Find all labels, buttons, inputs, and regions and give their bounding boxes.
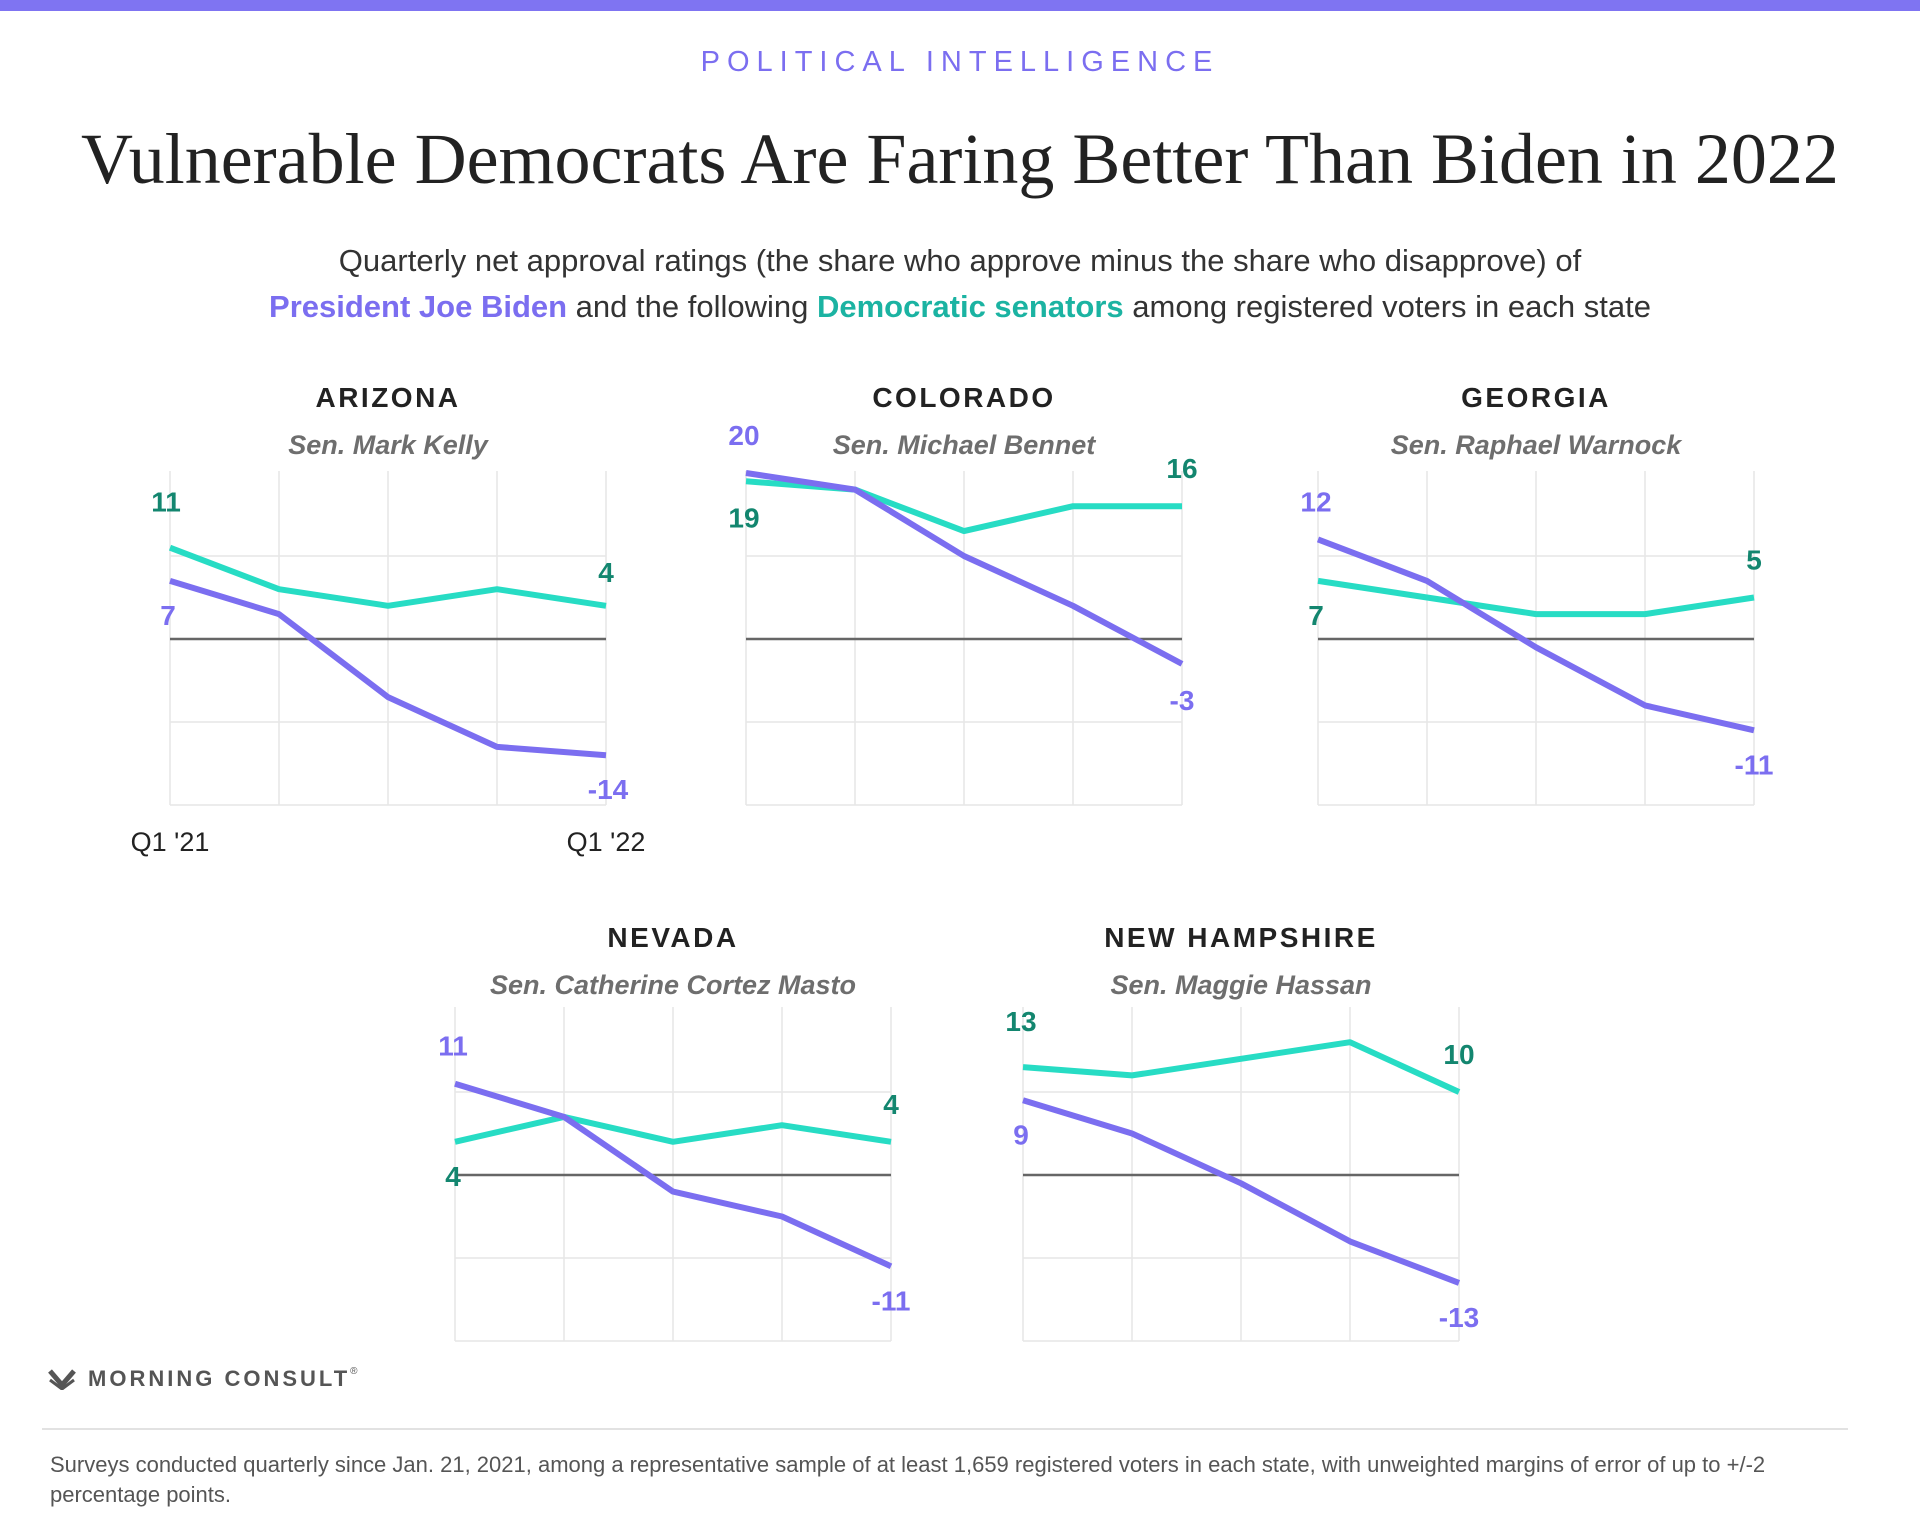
new-hampshire-biden-start-label: 9 (1013, 1119, 1029, 1150)
arizona-senator-start-label: 11 (151, 487, 181, 518)
logo-text: MORNING CONSULT (88, 1366, 351, 1391)
new-hampshire-senator-start-label: 13 (1005, 1006, 1036, 1037)
accent-top-bar (0, 0, 1920, 11)
georgia-biden-start-label: 12 (1300, 486, 1331, 517)
arizona-x-tick-label: Q1 '22 (567, 827, 646, 857)
arizona-senator-name: Sen. Mark Kelly (288, 430, 490, 460)
colorado-panel-title: COLORADO (872, 382, 1055, 413)
arizona-senator-end-label: 4 (598, 557, 614, 588)
georgia-senator-name: Sen. Raphael Warnock (1391, 430, 1684, 460)
georgia-biden-end-label: -11 (1735, 749, 1774, 780)
subtitle-democrats-highlight: Democratic senators (816, 289, 1124, 324)
morning-consult-logo-icon (48, 1369, 76, 1390)
nevada-senator-name: Sen. Catherine Cortez Masto (490, 970, 856, 1000)
georgia-senator-start-label: 7 (1308, 600, 1324, 631)
new-hampshire-senator-end-label: 10 (1443, 1039, 1474, 1070)
georgia-senator-end-label: 5 (1746, 545, 1762, 576)
kicker: POLITICAL INTELLIGENCE (700, 46, 1220, 78)
nevada-senator-end-label: 4 (883, 1089, 899, 1120)
subtitle-line-1: Quarterly net approval ratings (the shar… (338, 243, 1582, 278)
arizona-panel-title: ARIZONA (315, 382, 460, 413)
footer-divider (42, 1428, 1848, 1430)
nevada-biden-end-label: -11 (872, 1285, 911, 1316)
nevada-panel-title: NEVADA (607, 922, 738, 953)
colorado-senator-end-label: 16 (1166, 453, 1197, 484)
arizona-biden-start-label: 7 (160, 600, 176, 631)
morning-consult-logo: MORNING CONSULT ® (48, 1366, 358, 1392)
arizona-biden-end-label: -14 (588, 774, 629, 805)
colorado-biden-end-label: -3 (1170, 685, 1195, 716)
logo-registered-mark: ® (350, 1366, 358, 1377)
footnote: Surveys conducted quarterly since Jan. 2… (50, 1452, 1766, 1507)
colorado-senator-start-label: 19 (728, 502, 759, 533)
new-hampshire-panel-title: NEW HAMPSHIRE (1104, 922, 1378, 953)
georgia-panel-title: GEORGIA (1461, 382, 1611, 413)
nevada-senator-start-label: 4 (445, 1161, 461, 1192)
arizona-x-tick-label: Q1 '21 (131, 827, 210, 857)
colorado-senator-name: Sen. Michael Bennet (833, 430, 1097, 460)
new-hampshire-biden-end-label: -13 (1439, 1302, 1479, 1333)
subtitle-biden-highlight: President Joe Biden (269, 289, 568, 324)
colorado-biden-start-label: 20 (728, 420, 759, 451)
subtitle-end: among registered voters in each state (1123, 289, 1651, 324)
nevada-biden-start-label: 11 (438, 1031, 468, 1062)
page-title: Vulnerable Democrats Are Faring Better T… (81, 119, 1839, 199)
subtitle: Quarterly net approval ratings (the shar… (160, 238, 1760, 330)
new-hampshire-senator-name: Sen. Maggie Hassan (1110, 970, 1371, 1000)
subtitle-middle: and the following (567, 289, 817, 324)
